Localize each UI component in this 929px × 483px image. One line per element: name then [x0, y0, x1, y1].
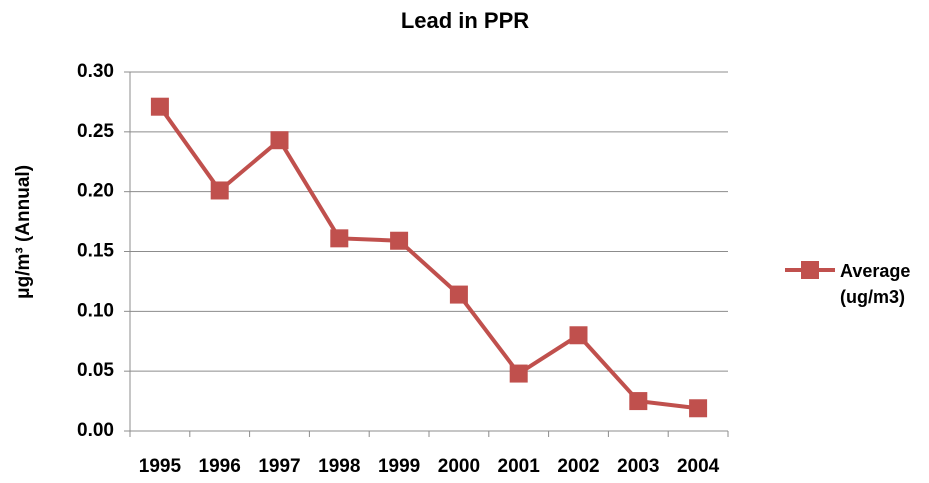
- x-tick-label: 2000: [438, 456, 480, 477]
- marker: [210, 181, 229, 200]
- x-tick-label: 1996: [199, 456, 241, 477]
- x-tick-label: 2001: [498, 456, 541, 477]
- x-tick-label: 1995: [139, 456, 182, 477]
- marker: [390, 231, 409, 250]
- x-tick-label: 1998: [318, 456, 360, 477]
- x-tick-label: 2003: [617, 456, 659, 477]
- y-axis-label: μg/m³ (Annual): [13, 165, 34, 299]
- marker: [150, 97, 169, 116]
- y-tick-label: 0.25: [77, 121, 114, 142]
- y-tick-label: 0.05: [77, 360, 114, 381]
- marker: [569, 326, 588, 345]
- marker: [509, 364, 528, 383]
- marker: [270, 131, 289, 150]
- line: [158, 105, 699, 411]
- legend-label: Average (ug/m3): [840, 261, 911, 307]
- marker: [330, 229, 349, 248]
- marker: [689, 399, 708, 418]
- marker: [629, 392, 648, 411]
- x-tick-label: 1997: [258, 456, 300, 477]
- y-tick-label: 0.00: [77, 420, 114, 441]
- y-tick-label: 0.15: [77, 241, 114, 262]
- y-tick-label: 0.30: [77, 61, 114, 82]
- x-tick-label: 2004: [677, 456, 720, 477]
- y-tick-label: 0.20: [77, 181, 114, 202]
- y-tick-label: 0.10: [77, 300, 114, 321]
- x-tick-label: 1999: [378, 456, 420, 477]
- chart-title: Lead in PPR: [401, 8, 529, 33]
- legend-marker: [801, 261, 819, 279]
- x-tick-label: 2002: [557, 456, 599, 477]
- marker: [449, 285, 468, 304]
